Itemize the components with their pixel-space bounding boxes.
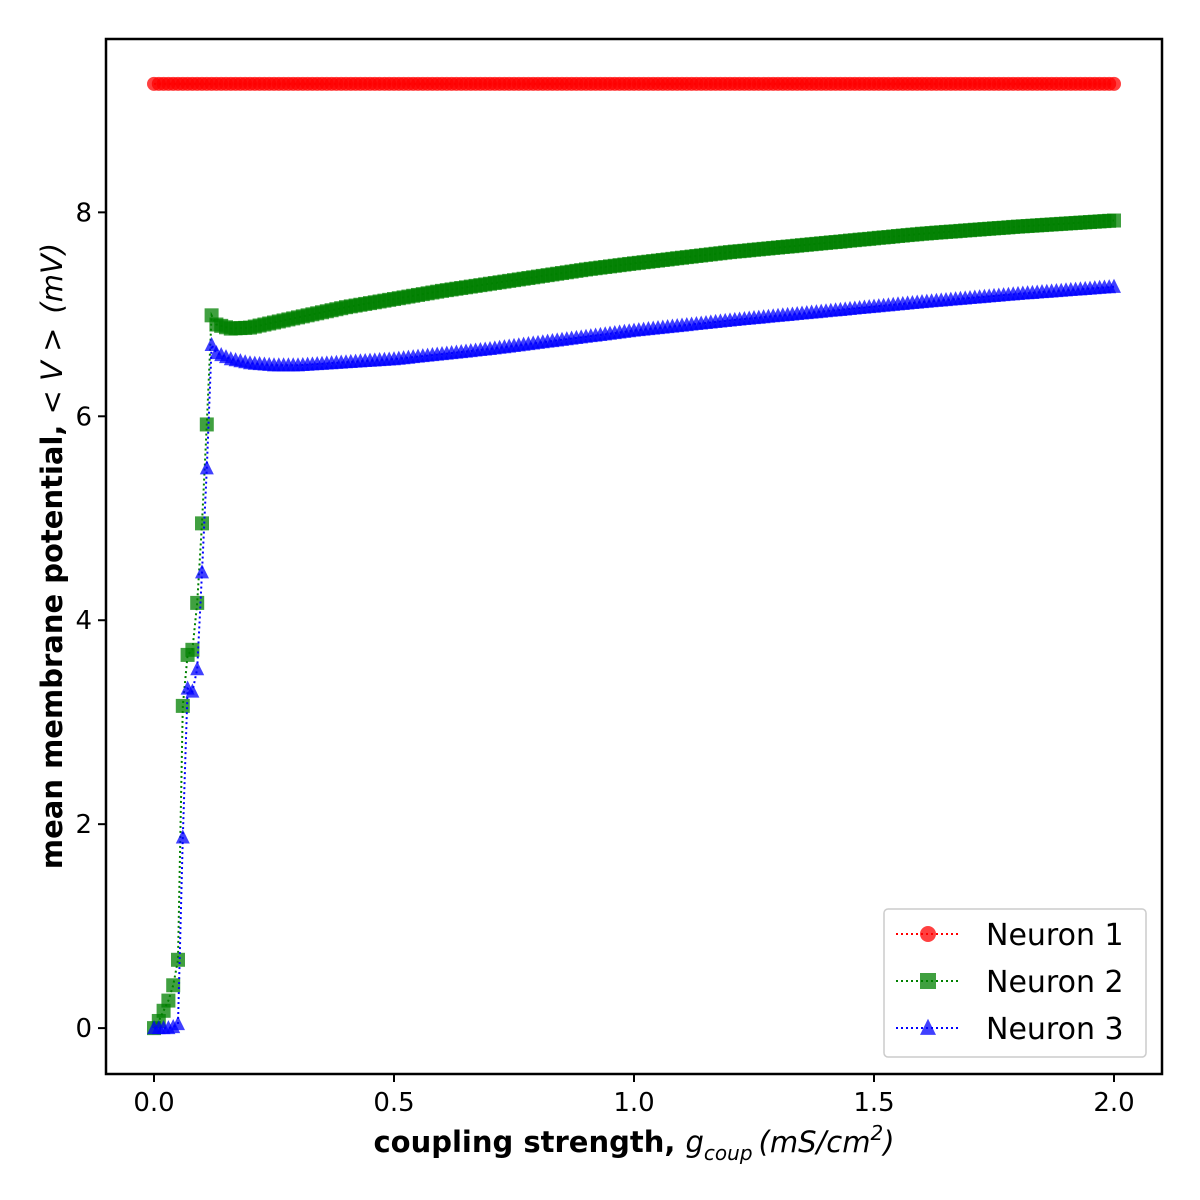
data-point: [185, 683, 200, 698]
x-axis-label: coupling strength, gcoup (mS/cm2): [373, 1121, 894, 1165]
x-axis-label-symbol: g: [686, 1125, 704, 1159]
x-tick-label: 1.5: [853, 1088, 894, 1118]
data-point: [190, 661, 205, 676]
series-layer: [147, 76, 1121, 1036]
legend-item: Neuron 3: [896, 1012, 1124, 1047]
y-tick-label: 4: [75, 606, 92, 636]
data-point: [1107, 278, 1121, 293]
data-point: [1107, 76, 1121, 91]
data-point: [166, 978, 181, 993]
data-point: [195, 516, 209, 531]
data-point: [199, 460, 214, 475]
x-tick-label: 0.0: [133, 1088, 174, 1118]
data-point: [204, 336, 219, 351]
series-3: [147, 278, 1121, 1035]
series-line: [153, 219, 1115, 1029]
data-point: [199, 417, 214, 432]
x-axis-label-close: ): [881, 1125, 894, 1159]
data-point: [1107, 213, 1121, 228]
x-tick-label: 1.0: [613, 1088, 654, 1118]
data-point: [175, 829, 190, 844]
series-1: [147, 76, 1121, 91]
data-point: [190, 595, 205, 610]
data-point: [175, 698, 190, 713]
y-tick-label: 0: [75, 1014, 92, 1044]
data-point: [195, 564, 209, 579]
x-axis-label-bold: coupling strength,: [373, 1125, 685, 1159]
x-axis-label-subscript: coup: [704, 1141, 753, 1165]
series-2: [147, 213, 1121, 1036]
x-axis-label-power: 2: [870, 1121, 883, 1145]
y-axis-label-unit: (mV): [35, 243, 69, 314]
x-axis-ticks: 0.0 0.5 1.0 1.5 2.0: [133, 1074, 1135, 1118]
y-axis-label-bold: mean membrane potential,: [35, 414, 69, 869]
x-axis-label-unit: (mS/cm: [759, 1125, 871, 1159]
y-tick-label: 6: [75, 402, 92, 432]
x-tick-label: 0.5: [373, 1088, 414, 1118]
legend-item: Neuron 2: [896, 965, 1124, 1000]
y-axis-label: mean membrane potential, < V > (mV): [35, 243, 69, 869]
y-axis-ticks: 0 2 4 6 8: [75, 198, 106, 1044]
legend-label: Neuron 2: [986, 965, 1124, 1000]
y-tick-label: 2: [75, 810, 92, 840]
legend: Neuron 1 Neuron 2 Neuron 3: [883, 908, 1147, 1058]
legend-label: Neuron 1: [986, 918, 1124, 953]
data-point: [171, 952, 185, 967]
legend-item: Neuron 1: [896, 918, 1124, 953]
legend-marker: [920, 973, 936, 989]
legend-marker: [920, 926, 936, 942]
legend-box: [883, 908, 1147, 1058]
legend-marker: [920, 1018, 936, 1035]
y-tick-label: 8: [75, 198, 92, 228]
x-tick-label: 2.0: [1093, 1088, 1134, 1118]
data-point: [171, 1015, 185, 1031]
legend-label: Neuron 3: [986, 1012, 1124, 1047]
data-point: [161, 993, 176, 1008]
y-axis-label-symbol: < V >: [35, 328, 69, 415]
data-point: [185, 642, 200, 657]
